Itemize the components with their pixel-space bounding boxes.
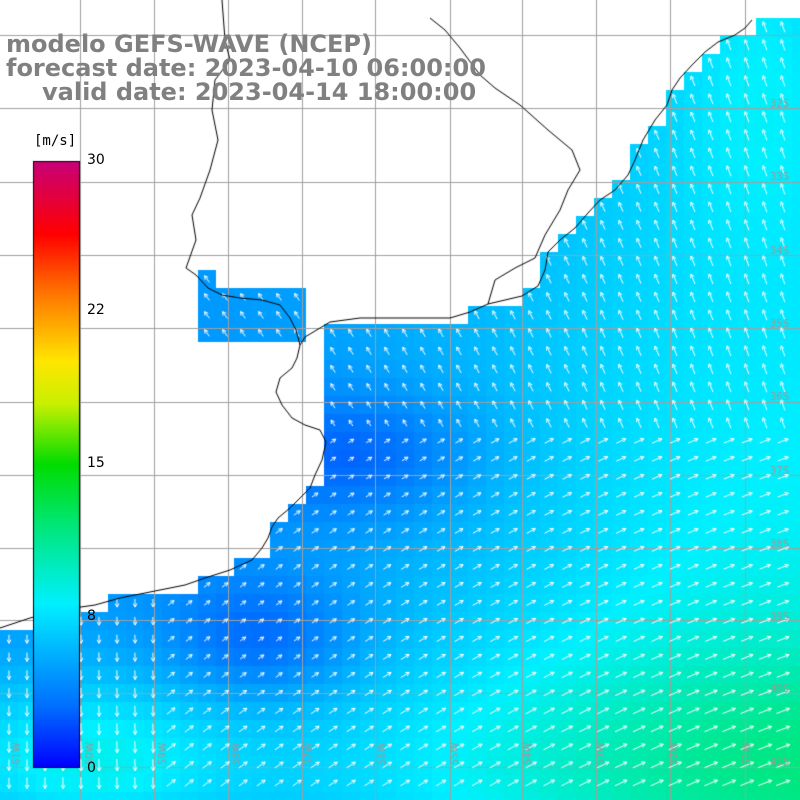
colorbar-tick-30: 30 xyxy=(87,152,105,168)
colorbar-tick-8: 8 xyxy=(87,608,96,624)
title-forecast-date: forecast date: 2023-04-10 06:00:00 xyxy=(6,54,486,82)
title-valid-date: valid date: 2023-04-14 18:00:00 xyxy=(42,78,477,106)
title-model: modelo GEFS-WAVE (NCEP) xyxy=(6,30,372,58)
colorbar-tick-15: 15 xyxy=(87,455,105,471)
colorbar-unit: [m/s] xyxy=(34,133,77,149)
colorbar-tick-22: 22 xyxy=(87,302,105,318)
colorbar-tick-0: 0 xyxy=(87,760,96,776)
